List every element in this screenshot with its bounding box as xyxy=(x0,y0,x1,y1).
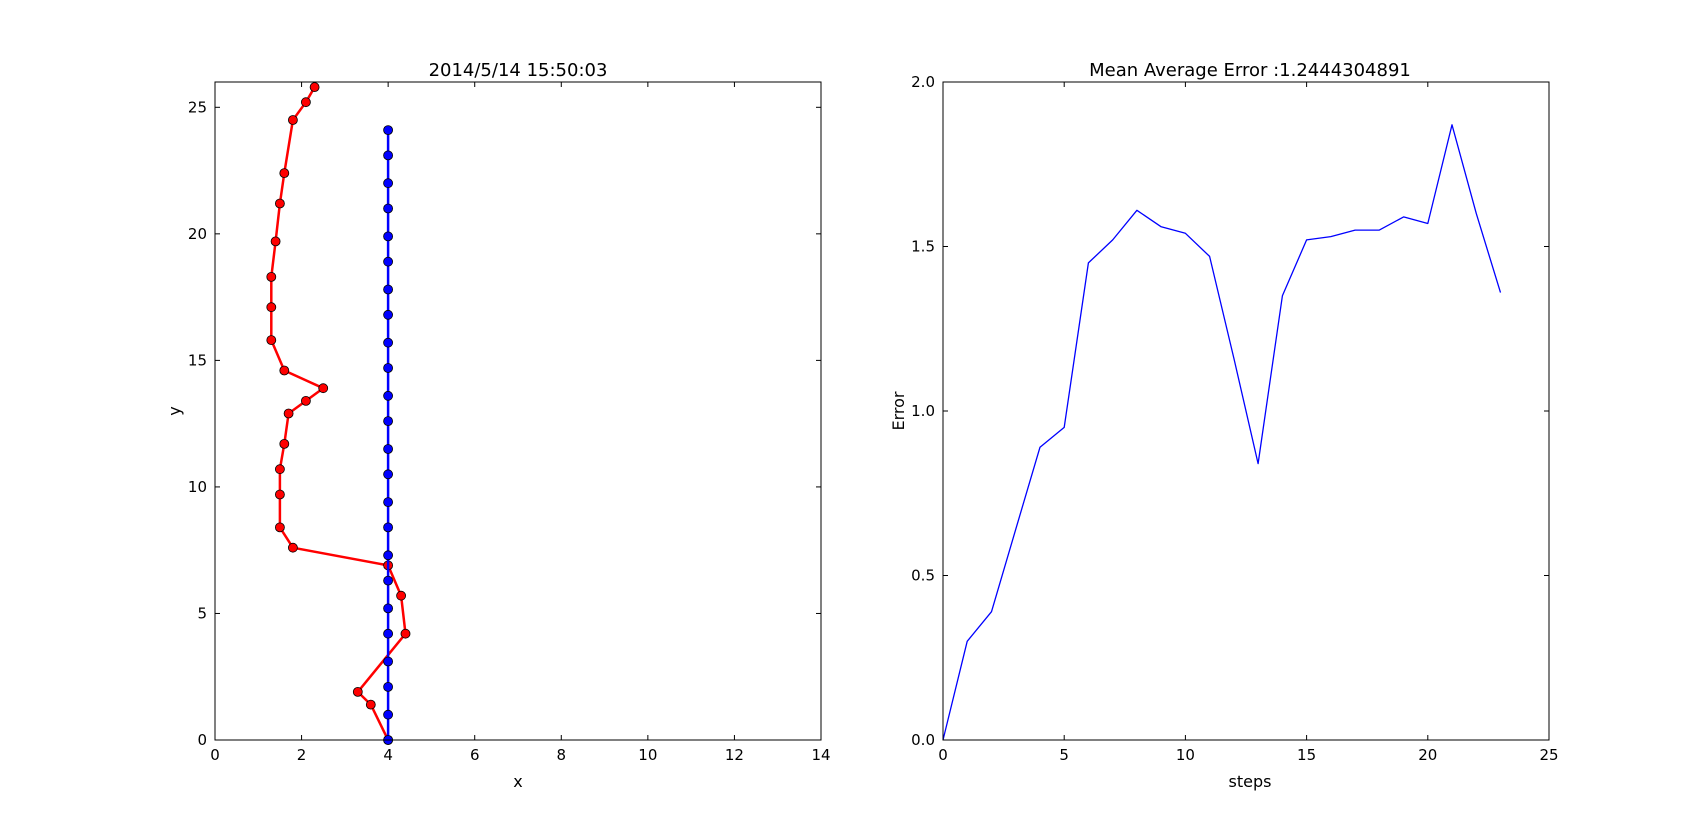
trajectory-chart-ytick-label: 15 xyxy=(188,351,207,369)
trajectory-chart-series-1-point xyxy=(383,709,394,720)
trajectory-chart-series-0-point xyxy=(365,699,376,710)
trajectory-chart-series-1-point xyxy=(383,444,394,454)
trajectory-chart-xtick-label: 12 xyxy=(725,746,744,764)
trajectory-chart: 2014/5/14 15:50:03 x y 0 2 4 6 8 10 12 14 0 5 10 15… xyxy=(165,60,831,791)
error-chart-frame xyxy=(942,81,1550,741)
trajectory-chart-series-1-point xyxy=(383,550,394,561)
error-chart: Mean Average Error :1.2444304891 steps E… xyxy=(889,60,1559,791)
error-chart-ylabel: Error xyxy=(889,391,908,430)
trajectory-chart-series-1-point xyxy=(383,256,394,267)
trajectory-chart-series-1-point xyxy=(383,231,394,242)
error-chart-xtick-label: 25 xyxy=(1539,746,1558,764)
trajectory-chart-series-0-point xyxy=(300,97,311,108)
trajectory-chart-series-1-point xyxy=(383,203,394,214)
error-chart-xlabel: steps xyxy=(1229,772,1272,791)
trajectory-chart-series-0-point xyxy=(287,115,298,125)
error-chart-series-0-line xyxy=(942,124,1502,741)
trajectory-chart-ylabel: y xyxy=(165,406,184,415)
trajectory-chart-ytick-label: 20 xyxy=(188,225,207,243)
trajectory-chart-series-0-point xyxy=(274,489,285,500)
trajectory-chart-xtick-label: 14 xyxy=(811,746,830,764)
error-chart-xtick-label: 5 xyxy=(1059,746,1069,764)
trajectory-chart-ytick-label: 0 xyxy=(197,731,207,749)
trajectory-chart-series-0-point xyxy=(396,590,407,601)
error-chart-xtick-label: 10 xyxy=(1176,746,1195,764)
trajectory-chart-series-0-point xyxy=(274,522,285,533)
trajectory-chart-series-1-point xyxy=(383,150,394,161)
trajectory-chart-series-0-point xyxy=(287,542,298,553)
trajectory-chart-ytick-label: 10 xyxy=(188,478,207,496)
trajectory-chart-xtick-label: 10 xyxy=(638,746,657,764)
trajectory-chart-ytick-label: 5 xyxy=(197,604,207,622)
trajectory-chart-xlabel: x xyxy=(513,772,522,791)
error-chart-xtick-label: 15 xyxy=(1297,746,1316,764)
error-chart-xtick-label: 0 xyxy=(938,746,948,764)
trajectory-chart-series-1-point xyxy=(383,628,394,639)
error-chart-ytick-label: 1.5 xyxy=(911,238,935,256)
trajectory-chart-series-0-point xyxy=(279,438,290,449)
trajectory-chart-series-0-point xyxy=(300,395,311,406)
trajectory-chart-series-1-point xyxy=(383,682,394,692)
trajectory-chart-series-0-point xyxy=(266,302,277,313)
trajectory-chart-series-1-point xyxy=(383,522,394,533)
trajectory-chart-series-0-point xyxy=(352,687,363,697)
trajectory-chart-series-0-point xyxy=(318,383,329,394)
trajectory-chart-plot-area xyxy=(266,82,411,745)
error-chart-ytick-label: 0.0 xyxy=(911,731,935,749)
trajectory-chart-series-0-point xyxy=(400,628,411,639)
trajectory-chart-series-1-point xyxy=(383,469,394,480)
trajectory-chart-frame xyxy=(214,81,822,741)
trajectory-chart-series-0-line xyxy=(270,86,407,741)
trajectory-chart-xtick-label: 2 xyxy=(297,746,307,764)
trajectory-chart-series-1-point xyxy=(383,390,394,401)
trajectory-chart-series-1-point xyxy=(383,416,394,427)
trajectory-chart-series-0-point xyxy=(279,168,290,179)
trajectory-chart-series-1-point xyxy=(383,284,394,295)
trajectory-chart-series-1-point xyxy=(383,178,394,189)
error-chart-plot-area xyxy=(942,124,1502,741)
trajectory-chart-series-1-point xyxy=(383,337,394,348)
trajectory-chart-series-0-point xyxy=(270,236,281,247)
trajectory-chart-xtick-label: 4 xyxy=(383,746,393,764)
trajectory-chart-title: 2014/5/14 15:50:03 xyxy=(429,60,608,81)
trajectory-chart-series-0-point xyxy=(266,271,277,282)
trajectory-chart-xtick-label: 6 xyxy=(470,746,480,764)
trajectory-chart-ticks: 0 2 4 6 8 10 12 14 0 5 10 15 20 25 xyxy=(188,82,831,764)
trajectory-chart-xtick-label: 0 xyxy=(210,746,220,764)
error-chart-ticks: 0 5 10 15 20 25 0.0 0.5 1.0 1.5 2.0 xyxy=(911,73,1558,764)
error-chart-ytick-label: 1.0 xyxy=(911,402,935,420)
error-chart-xtick-label: 20 xyxy=(1418,746,1437,764)
trajectory-chart-xtick-label: 8 xyxy=(557,746,567,764)
trajectory-chart-series-1-point xyxy=(383,575,394,586)
trajectory-chart-series-0-point xyxy=(279,365,290,376)
trajectory-chart-series-1-point xyxy=(383,603,394,614)
trajectory-chart-series-0-point xyxy=(283,408,294,419)
trajectory-chart-series-0-point xyxy=(274,464,285,475)
trajectory-chart-series-1-point xyxy=(383,497,394,508)
trajectory-chart-ytick-label: 25 xyxy=(188,98,207,116)
trajectory-chart-series-0-point xyxy=(309,82,320,92)
trajectory-chart-series-1-point xyxy=(383,125,394,136)
trajectory-chart-series-1-point xyxy=(383,309,394,320)
error-chart-ytick-label: 2.0 xyxy=(911,73,935,91)
trajectory-chart-series-0-point xyxy=(274,198,285,209)
trajectory-chart-series-1-point xyxy=(383,363,394,373)
error-chart-title: Mean Average Error :1.2444304891 xyxy=(1089,60,1411,81)
trajectory-chart-series-0-point xyxy=(266,335,277,346)
error-chart-ytick-label: 0.5 xyxy=(911,567,935,585)
trajectory-chart-series-1-point xyxy=(383,656,394,667)
